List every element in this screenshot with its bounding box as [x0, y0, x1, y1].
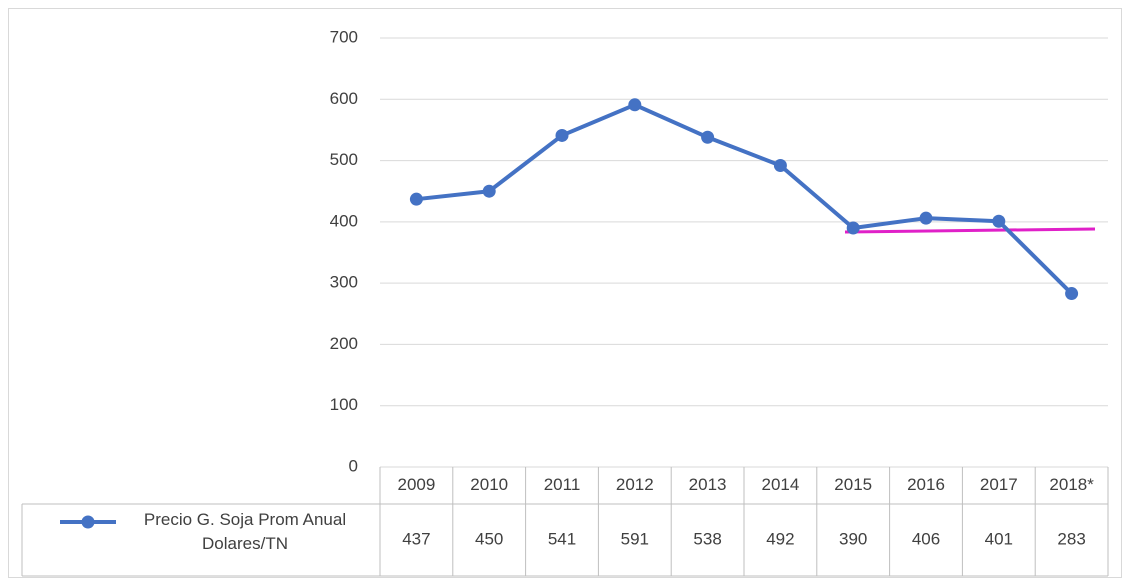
y-tick-label: 300 [330, 273, 358, 292]
legend-marker [81, 515, 95, 529]
data-table [21, 467, 1109, 577]
table-value: 406 [912, 529, 940, 548]
chart-border [8, 8, 1122, 578]
legend-box: Precio G. Soja Prom Anual Dolares/TN [143, 510, 347, 553]
y-tick-label: 100 [330, 395, 358, 414]
grid [380, 37, 1108, 468]
point [482, 184, 496, 198]
table-value: 390 [839, 529, 867, 548]
y-tick-label: 0 [349, 456, 358, 475]
table-value: 591 [621, 529, 649, 548]
y-tick-label: 600 [330, 89, 358, 108]
y-tick-label: 400 [330, 211, 358, 230]
point [555, 128, 569, 142]
table-value: 492 [766, 529, 794, 548]
x-tick-label: 2018* [1049, 475, 1094, 494]
x-tick-label: 2013 [689, 475, 727, 494]
table-value: 437 [402, 529, 430, 548]
table-value: 283 [1057, 529, 1085, 548]
x-tick-label: 2011 [544, 475, 581, 494]
point [846, 221, 860, 235]
x-tick-label: 2009 [397, 475, 435, 494]
point [992, 214, 1006, 228]
point [409, 192, 423, 206]
x-tick-label: 2010 [470, 475, 508, 494]
table-value: 450 [475, 529, 503, 548]
series-line [416, 102, 1074, 295]
point [1065, 287, 1079, 301]
table-value: 538 [693, 529, 721, 548]
x-tick-label: 2014 [761, 475, 799, 494]
x-tick-label: 2016 [907, 475, 945, 494]
y-tick-label: 500 [330, 150, 358, 169]
point [773, 158, 787, 172]
table-value: 541 [548, 529, 576, 548]
y-tick-label: 200 [330, 334, 358, 353]
y-tick-label: 700 [330, 27, 358, 46]
x-tick-label: 2017 [980, 475, 1018, 494]
x-tick-label: 2012 [616, 475, 654, 494]
point [919, 211, 933, 225]
point [701, 130, 715, 144]
table-value: 401 [985, 529, 1013, 548]
x-tick-label: 2015 [834, 475, 872, 494]
annotation-line [844, 227, 1096, 234]
legend-label: Precio G. Soja Prom Anual Dolares/TN [143, 510, 347, 553]
point [628, 98, 642, 112]
